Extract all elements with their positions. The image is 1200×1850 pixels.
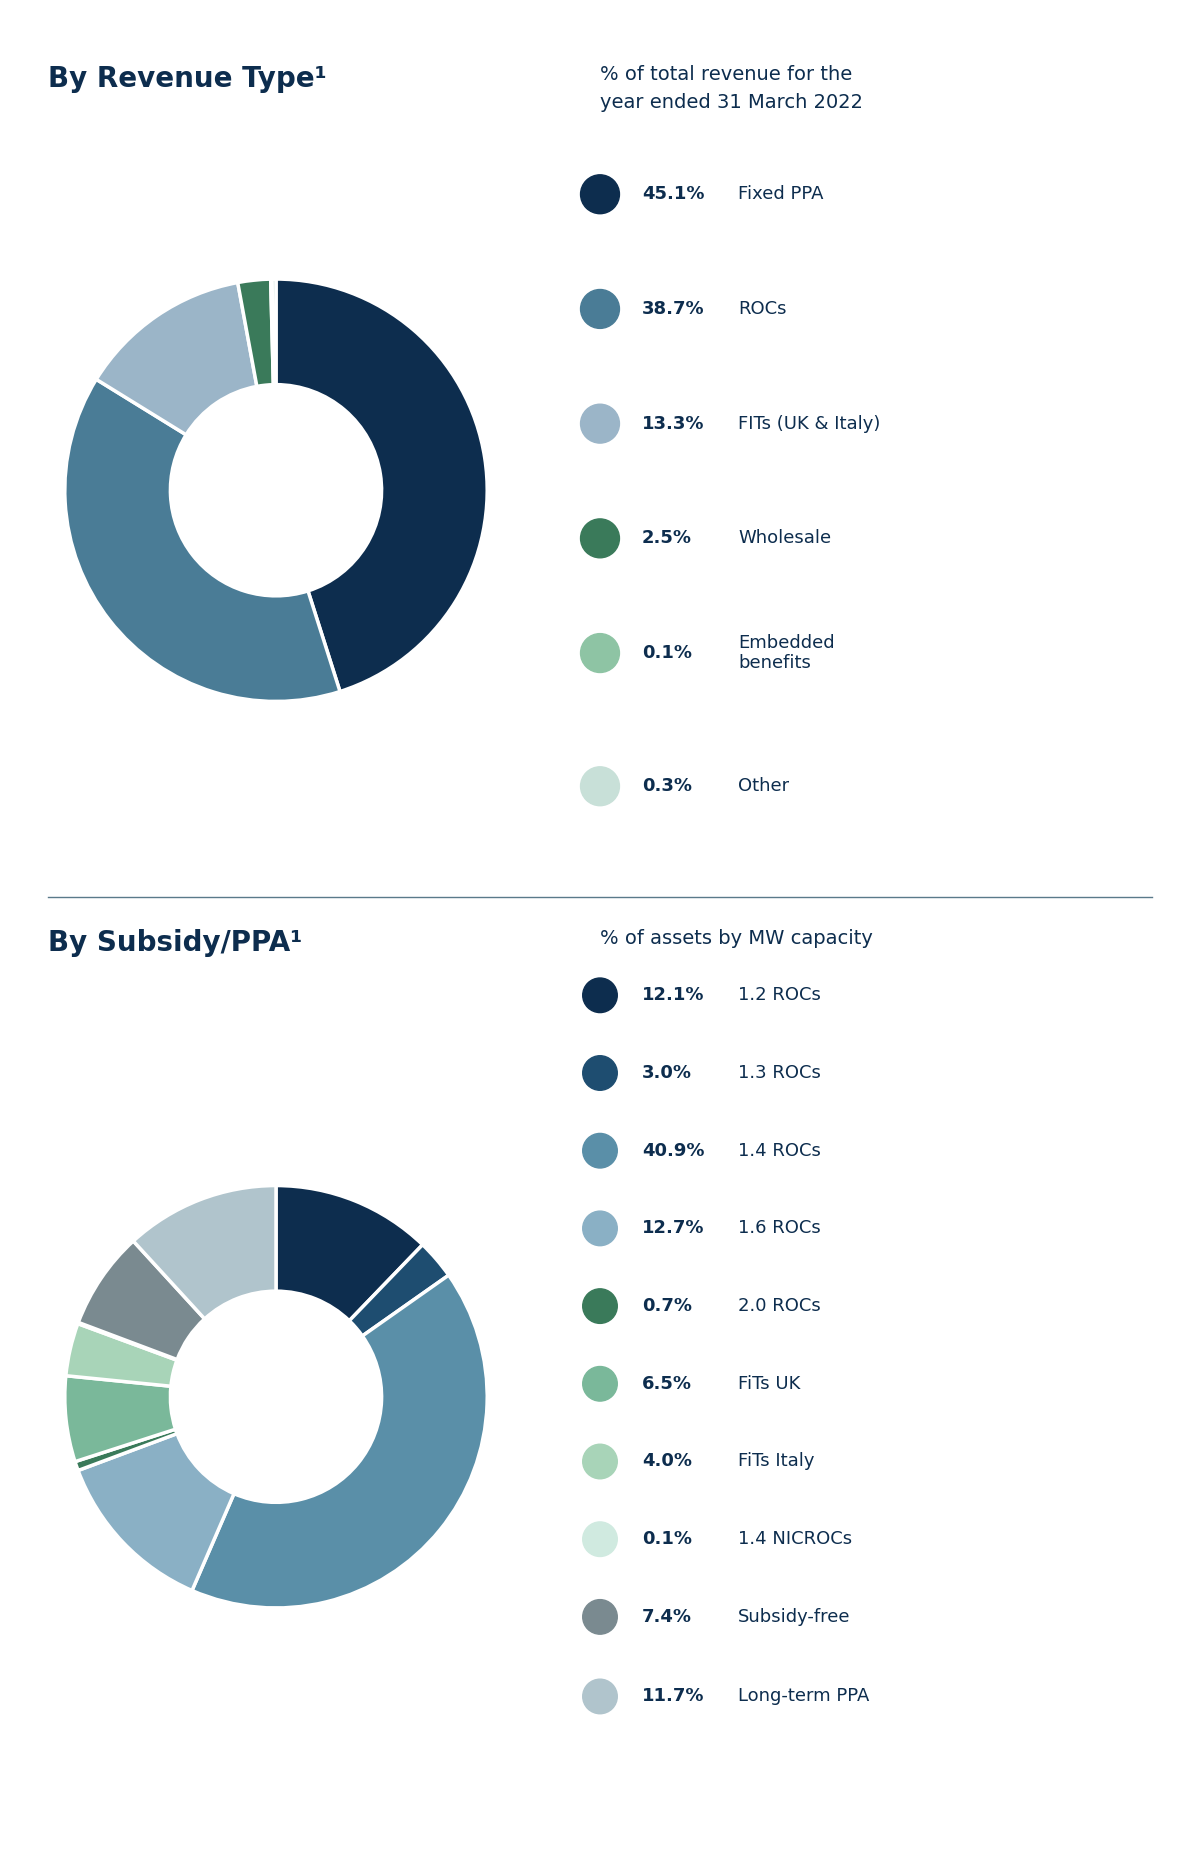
Text: 7.4%: 7.4%	[642, 1608, 692, 1626]
Text: 1.2 ROCs: 1.2 ROCs	[738, 986, 821, 1005]
Text: 0.3%: 0.3%	[642, 777, 692, 796]
Wedge shape	[96, 283, 257, 435]
Text: 45.1%: 45.1%	[642, 185, 704, 204]
Text: Embedded
benefits: Embedded benefits	[738, 635, 835, 672]
Text: Long-term PPA: Long-term PPA	[738, 1687, 869, 1706]
Text: 2.5%: 2.5%	[642, 529, 692, 548]
Circle shape	[583, 1134, 617, 1167]
Text: 4.0%: 4.0%	[642, 1452, 692, 1471]
Circle shape	[581, 403, 619, 444]
Wedge shape	[192, 1275, 487, 1608]
Text: 13.3%: 13.3%	[642, 414, 704, 433]
Text: 38.7%: 38.7%	[642, 300, 704, 318]
Text: FiTs Italy: FiTs Italy	[738, 1452, 815, 1471]
Circle shape	[581, 633, 619, 673]
Text: 1.4 ROCs: 1.4 ROCs	[738, 1141, 821, 1160]
Wedge shape	[65, 1376, 175, 1462]
Circle shape	[581, 518, 619, 559]
Circle shape	[583, 979, 617, 1012]
Text: % of assets by MW capacity: % of assets by MW capacity	[600, 929, 872, 947]
Text: By Subsidy/PPA¹: By Subsidy/PPA¹	[48, 929, 302, 956]
Circle shape	[583, 1680, 617, 1713]
Text: 3.0%: 3.0%	[642, 1064, 692, 1082]
Text: Other: Other	[738, 777, 790, 796]
Wedge shape	[66, 1323, 176, 1386]
Text: 6.5%: 6.5%	[642, 1375, 692, 1393]
Text: 0.1%: 0.1%	[642, 644, 692, 662]
Circle shape	[583, 1600, 617, 1634]
Circle shape	[583, 1212, 617, 1245]
Text: Wholesale: Wholesale	[738, 529, 832, 548]
Wedge shape	[276, 279, 487, 692]
Text: 12.7%: 12.7%	[642, 1219, 704, 1238]
Text: FiTs UK: FiTs UK	[738, 1375, 800, 1393]
Text: FITs (UK & Italy): FITs (UK & Italy)	[738, 414, 881, 433]
Wedge shape	[238, 279, 274, 387]
Text: 0.7%: 0.7%	[642, 1297, 692, 1315]
Circle shape	[583, 1445, 617, 1478]
Wedge shape	[65, 379, 340, 701]
Text: Subsidy-free: Subsidy-free	[738, 1608, 851, 1626]
Wedge shape	[349, 1245, 449, 1336]
Text: 40.9%: 40.9%	[642, 1141, 704, 1160]
Circle shape	[583, 1367, 617, 1400]
Text: 1.4 NICROCs: 1.4 NICROCs	[738, 1530, 852, 1548]
Text: 1.3 ROCs: 1.3 ROCs	[738, 1064, 821, 1082]
Text: Fixed PPA: Fixed PPA	[738, 185, 823, 204]
Wedge shape	[78, 1323, 178, 1360]
Wedge shape	[76, 1430, 178, 1471]
Text: 11.7%: 11.7%	[642, 1687, 704, 1706]
Wedge shape	[271, 279, 274, 385]
Wedge shape	[133, 1186, 276, 1319]
Circle shape	[583, 1523, 617, 1556]
Circle shape	[583, 1289, 617, 1323]
Text: 12.1%: 12.1%	[642, 986, 704, 1005]
Circle shape	[581, 289, 619, 329]
Text: 2.0 ROCs: 2.0 ROCs	[738, 1297, 821, 1315]
Circle shape	[583, 1056, 617, 1090]
Wedge shape	[276, 1186, 422, 1321]
Text: 0.1%: 0.1%	[642, 1530, 692, 1548]
Circle shape	[581, 174, 619, 215]
Text: By Revenue Type¹: By Revenue Type¹	[48, 65, 326, 92]
Text: ROCs: ROCs	[738, 300, 786, 318]
Wedge shape	[272, 279, 276, 385]
Text: % of total revenue for the
year ended 31 March 2022: % of total revenue for the year ended 31…	[600, 65, 863, 111]
Text: 1.6 ROCs: 1.6 ROCs	[738, 1219, 821, 1238]
Wedge shape	[78, 1434, 234, 1591]
Circle shape	[581, 766, 619, 807]
Wedge shape	[78, 1241, 205, 1360]
